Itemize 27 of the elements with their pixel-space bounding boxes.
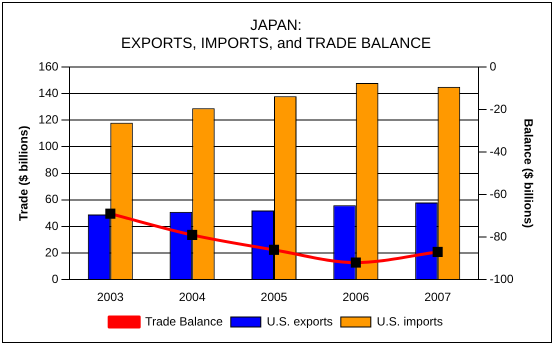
y-tick-label: 160 [38, 59, 59, 74]
x-tick-label: 2003 [96, 290, 124, 304]
y2-tick-label: 0 [490, 59, 497, 74]
x-tick-label: 2006 [342, 290, 370, 304]
legend-label: Trade Balance [145, 314, 224, 328]
text: EXPORTS, IMPORTS, and TRADE BALANCE [120, 35, 432, 52]
x-tick-label: 2005 [260, 290, 288, 304]
text: JAPAN: [250, 17, 302, 34]
y-tick-label: 140 [38, 86, 59, 100]
legend-label: U.S. exports [266, 314, 333, 328]
y-tick-label: 100 [38, 139, 59, 154]
x-tick-label: 2007 [424, 290, 452, 304]
y-tick-label: 120 [38, 112, 59, 126]
y2-tick-label: -100 [490, 272, 514, 286]
y2-tick-label: -40 [490, 144, 508, 158]
y-axis-title: Trade ($ billions) [16, 126, 31, 221]
y2-axis-title: Balance ($ billions) [521, 118, 536, 228]
y-tick-label: 80 [45, 166, 59, 180]
y-tick-label: 60 [45, 192, 59, 206]
x-tick-label: 2004 [178, 290, 206, 304]
y2-tick-label: -80 [490, 229, 508, 244]
legend-label: U.S. imports [376, 314, 443, 328]
y2-tick-label: -20 [490, 102, 508, 116]
y-tick-label: 20 [45, 245, 59, 260]
y-tick-label: 0 [52, 272, 59, 286]
y-tick-label: 40 [45, 218, 59, 233]
y2-tick-label: -60 [490, 186, 508, 201]
